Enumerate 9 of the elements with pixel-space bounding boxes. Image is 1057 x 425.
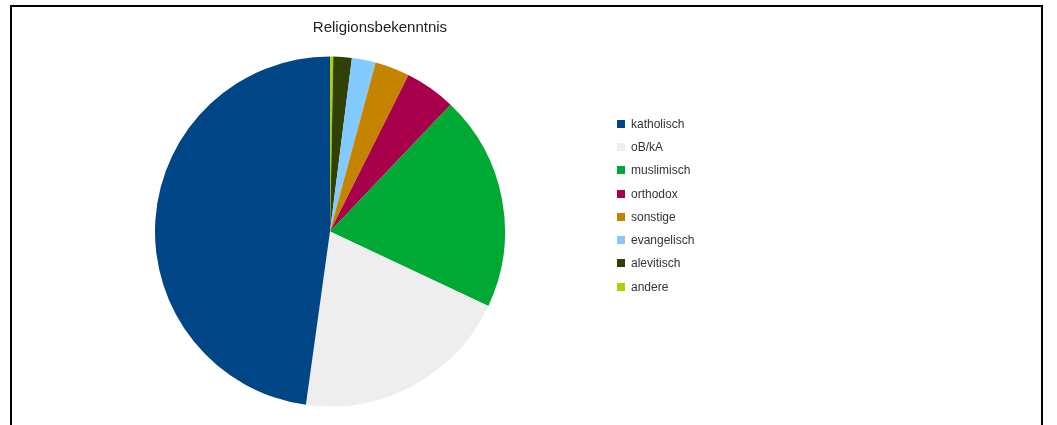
legend-label: sonstige [631,209,676,224]
legend-label: oB/kA [631,139,664,154]
legend-label: andere [631,279,669,294]
chart-title: Religionsbekenntnis [311,18,449,35]
legend-label: muslimisch [631,163,691,178]
legend-label: katholisch [631,116,685,131]
legend-label: evangelisch [631,233,695,248]
legend-label: alevitisch [631,256,681,271]
legend-label: orthodox [631,186,678,201]
